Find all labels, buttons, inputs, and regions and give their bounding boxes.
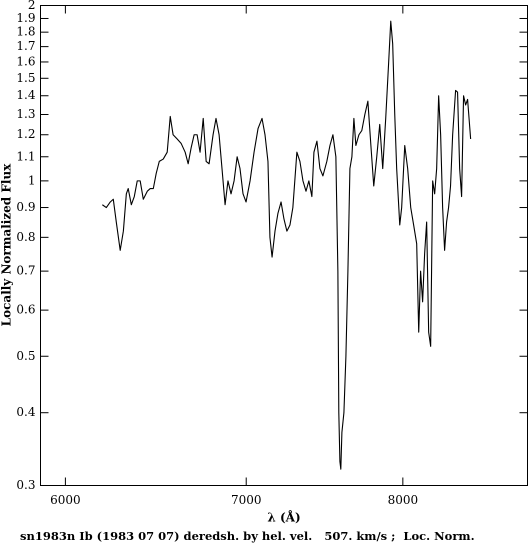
x-tick-label: 6000 (50, 493, 81, 507)
y-tick-label: 1.1 (16, 149, 35, 163)
plot-frame (40, 5, 528, 486)
y-tick-label: 0.3 (16, 478, 35, 492)
spectrum-line (102, 20, 472, 470)
y-tick-label: 0.6 (16, 303, 35, 317)
y-tick-label: 1 (28, 173, 36, 187)
y-tick-label: 0.9 (16, 200, 35, 214)
y-tick-label: 1.2 (16, 127, 35, 141)
y-tick-label: 0.7 (16, 264, 35, 278)
x-tick-label: 7000 (231, 493, 262, 507)
footer-note: sn1983n Ib (1983 07 07) deredsh. by hel.… (20, 529, 475, 543)
x-tick-label: 8000 (388, 493, 419, 507)
y-tick-label: 1.7 (16, 39, 35, 53)
y-tick-label: 1.9 (16, 11, 35, 25)
y-tick-label: 1.6 (16, 54, 35, 68)
y-tick-label: 1.5 (16, 71, 35, 85)
x-axis-label: λ (Å) (267, 510, 300, 525)
y-tick-label: 0.5 (16, 349, 35, 363)
y-tick-label: 2 (28, 0, 36, 12)
y-axis-label: Locally Normalized Flux (0, 163, 14, 326)
y-tick-label: 0.8 (16, 230, 35, 244)
y-tick-label: 0.4 (16, 405, 35, 419)
y-tick-label: 1.4 (16, 88, 35, 102)
y-tick-label: 1.8 (16, 25, 35, 39)
y-tick-label: 1.3 (16, 107, 35, 121)
